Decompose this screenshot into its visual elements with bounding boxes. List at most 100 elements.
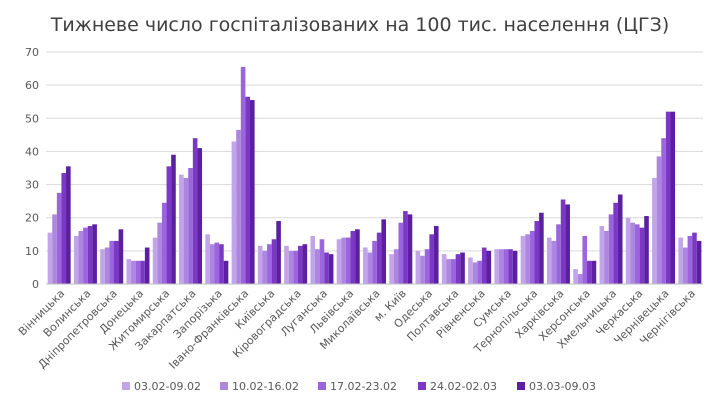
bar	[310, 235, 316, 284]
bar	[297, 245, 303, 284]
chart-title: Тижневе число госпіталізованих на 100 ти…	[50, 14, 670, 36]
bar	[245, 96, 250, 284]
bar	[617, 194, 623, 284]
bar	[573, 269, 578, 284]
bar	[284, 245, 289, 284]
bar	[350, 230, 356, 284]
bar	[214, 242, 220, 284]
bar	[389, 254, 394, 284]
bar	[587, 260, 592, 284]
legend-item: 24.02-02.03	[418, 380, 497, 393]
bar	[591, 260, 597, 284]
bar	[363, 247, 368, 284]
bar	[692, 232, 697, 284]
bar	[92, 224, 97, 284]
bar	[319, 239, 325, 284]
bar	[665, 111, 671, 285]
bar	[135, 260, 141, 284]
bar	[503, 249, 509, 284]
bar	[52, 214, 57, 284]
bar	[539, 212, 544, 284]
bar	[424, 249, 430, 284]
bar	[446, 259, 452, 284]
bar	[639, 227, 645, 284]
y-tick-label: 40	[25, 145, 39, 158]
y-tick-label: 20	[25, 212, 39, 225]
bar	[546, 237, 552, 284]
bar	[460, 252, 465, 284]
bar	[324, 252, 329, 284]
legend-swatch	[220, 382, 228, 390]
bar	[481, 247, 487, 284]
bar	[250, 100, 255, 284]
bar	[315, 249, 320, 284]
bar	[420, 255, 425, 284]
bar	[499, 249, 504, 284]
bar	[625, 217, 631, 284]
bar	[652, 177, 657, 284]
bar	[599, 226, 605, 284]
bar	[345, 237, 351, 284]
legend-label: 03.02-09.02	[134, 380, 201, 393]
bar	[486, 250, 492, 284]
bar	[604, 230, 609, 284]
bar	[451, 259, 456, 284]
bar	[257, 245, 263, 284]
legend-swatch	[517, 382, 525, 390]
y-tick-label: 0	[32, 278, 39, 291]
bar	[407, 214, 413, 284]
bar	[188, 168, 193, 284]
bar	[577, 274, 583, 284]
legend-swatch	[418, 382, 426, 390]
bar	[644, 216, 649, 284]
bar	[56, 192, 62, 284]
bar	[398, 222, 404, 284]
bar	[508, 249, 513, 284]
bar	[328, 254, 334, 284]
bar	[529, 230, 535, 284]
bar	[512, 250, 518, 284]
legend-label: 24.02-02.03	[430, 380, 497, 393]
bar	[455, 254, 461, 284]
legend-item: 17.02-23.02	[318, 380, 397, 393]
y-tick-label: 50	[25, 112, 39, 125]
bar	[560, 199, 566, 284]
bar	[613, 202, 618, 284]
bars	[47, 66, 702, 285]
bar	[534, 221, 540, 284]
bar	[126, 259, 132, 284]
bar	[341, 237, 346, 284]
bar	[262, 250, 268, 284]
bar	[565, 204, 570, 284]
bar	[302, 244, 308, 284]
bar	[267, 244, 272, 284]
bar	[551, 240, 557, 284]
x-axis: ВінницькаВолинськаДніпропетровськаДонець…	[16, 283, 703, 372]
bar	[157, 222, 162, 284]
y-tick-label: 10	[25, 245, 39, 258]
bar	[240, 66, 246, 285]
bar	[293, 250, 298, 284]
legend-label: 03.03-09.03	[529, 380, 596, 393]
bar	[109, 240, 114, 284]
bar	[114, 240, 119, 284]
bar	[429, 234, 434, 284]
bar	[682, 247, 688, 284]
bar	[61, 172, 67, 284]
bar	[205, 234, 210, 284]
y-tick-label: 70	[25, 46, 39, 59]
bar	[468, 257, 473, 284]
y-tick-label: 60	[25, 79, 39, 92]
bar	[209, 244, 215, 284]
bar	[47, 232, 53, 284]
bar	[494, 249, 499, 284]
bar	[635, 224, 640, 284]
bar	[556, 224, 561, 284]
bar	[608, 214, 614, 284]
bar	[276, 221, 281, 284]
bar	[520, 235, 526, 284]
bar	[66, 166, 71, 284]
bar	[140, 260, 145, 284]
bar	[131, 260, 136, 284]
